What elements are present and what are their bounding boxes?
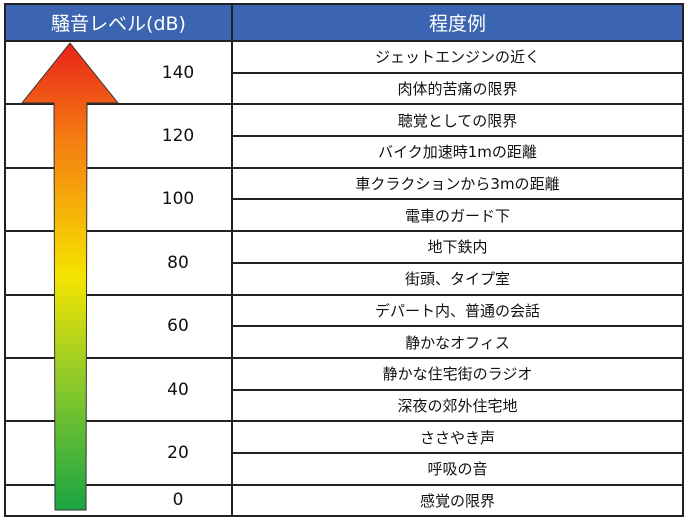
noise-level-cell: 0 xyxy=(4,483,233,518)
example-cell: 静かな住宅街のラジオ xyxy=(231,356,684,391)
example-cell: 車クラクションから3mの距離 xyxy=(231,166,684,201)
example-cell: 深夜の郊外住宅地 xyxy=(231,388,684,423)
noise-level-value: 0 xyxy=(172,490,184,511)
noise-level-table: 騒音レベル(dB) 程度例 140 ジェットエンジンの近く 肉体的苦痛の限界 120 聴… xyxy=(4,3,684,518)
example-cell: 地下鉄内 xyxy=(231,230,684,264)
table-row: 呼吸の音 xyxy=(5,451,684,486)
noise-level-cell: 80 xyxy=(4,230,233,296)
noise-level-cell: 20 xyxy=(4,420,233,486)
example-cell: 電車のガード下 xyxy=(231,198,684,233)
noise-level-value: 40 xyxy=(167,379,189,400)
table-row: 肉体的苦痛の限界 xyxy=(5,71,684,106)
noise-level-value: 60 xyxy=(167,316,189,337)
table-row: 60 デパート内、普通の会話 xyxy=(4,293,684,359)
noise-level-value: 140 xyxy=(161,62,195,83)
noise-level-cell: 100 xyxy=(4,166,233,233)
header-noise-level: 騒音レベル(dB) xyxy=(4,3,233,42)
table-row: 街頭、タイプ室 xyxy=(5,261,684,296)
table-row: 静かなオフィス xyxy=(5,325,684,359)
table-row: 140 ジェットエンジンの近く xyxy=(4,39,684,106)
noise-level-cell: 120 xyxy=(4,103,233,169)
example-cell: 街頭、タイプ室 xyxy=(231,261,684,296)
table-row: 20 ささやき声 xyxy=(4,420,684,486)
noise-level-cell: 60 xyxy=(4,293,233,359)
example-cell: 呼吸の音 xyxy=(231,451,684,486)
table-row: 100 車クラクションから3mの距離 xyxy=(4,166,684,233)
noise-level-value: 120 xyxy=(161,126,195,147)
table-row: 深夜の郊外住宅地 xyxy=(5,388,684,423)
table-row: 0 感覚の限界 xyxy=(4,483,684,518)
example-cell: バイク加速時1mの距離 xyxy=(231,135,684,169)
noise-level-value: 80 xyxy=(167,252,189,273)
noise-level-value: 20 xyxy=(167,442,189,463)
table-row: 120 聴覚としての限界 xyxy=(4,103,684,169)
example-cell: ささやき声 xyxy=(231,420,684,454)
table-row: 80 地下鉄内 xyxy=(4,230,684,296)
noise-level-cell: 140 xyxy=(4,39,233,106)
example-cell: デパート内、普通の会話 xyxy=(231,293,684,328)
example-cell: 肉体的苦痛の限界 xyxy=(231,71,684,106)
table-row: 40 静かな住宅街のラジオ xyxy=(4,356,684,423)
noise-level-cell: 40 xyxy=(4,356,233,423)
example-cell: 聴覚としての限界 xyxy=(231,103,684,138)
example-cell: ジェットエンジンの近く xyxy=(231,40,684,74)
table-row: 電車のガード下 xyxy=(5,198,684,233)
noise-level-value: 100 xyxy=(161,189,195,210)
header-row: 騒音レベル(dB) 程度例 xyxy=(4,3,684,42)
header-example: 程度例 xyxy=(231,3,684,42)
table-row: バイク加速時1mの距離 xyxy=(5,135,684,169)
example-cell: 静かなオフィス xyxy=(231,325,684,359)
example-cell: 感覚の限界 xyxy=(231,483,684,518)
